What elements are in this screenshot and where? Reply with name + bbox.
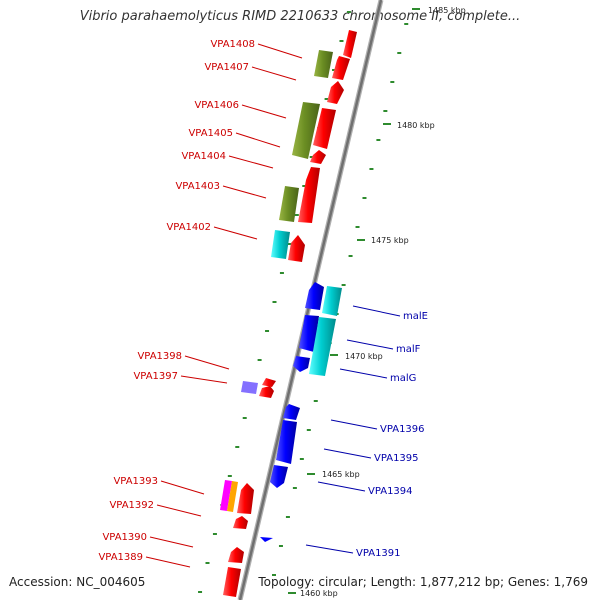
- leader-line: [352, 305, 401, 317]
- leader-line: [251, 66, 297, 81]
- leader-line: [184, 355, 230, 370]
- leader-line: [156, 504, 202, 517]
- leader-line: [330, 419, 378, 430]
- leader-line: [160, 480, 205, 495]
- kbp-scale-labels: 1480 kbp 1475 kbp 1470 kbp 1465 kbp 1460 kbp…: [288, 6, 466, 598]
- gene-label-right[interactable]: malF: [396, 344, 421, 355]
- gene-arrow-vpa1391[interactable]: [260, 537, 273, 542]
- leader-line: [339, 368, 388, 379]
- feature-block-vpa1407[interactable]: [314, 50, 333, 78]
- kbp-label: 1480 kbp: [397, 121, 435, 130]
- gene-label-right[interactable]: VPA1391: [356, 548, 401, 559]
- kbp-label: 1470 kbp: [345, 352, 383, 361]
- gene-arrow-vpa1406[interactable]: [327, 81, 344, 104]
- gene-arrow-vpa1395[interactable]: [276, 420, 297, 464]
- gene-label-left[interactable]: VPA1406: [194, 100, 239, 111]
- gene-label-right[interactable]: VPA1394: [368, 486, 413, 497]
- leader-line: [317, 481, 366, 492]
- leader-line: [222, 185, 267, 199]
- leader-line: [180, 375, 228, 384]
- gene-label-left[interactable]: VPA1398: [137, 351, 182, 362]
- gene-arrow-vpa1398[interactable]: [262, 378, 276, 387]
- leader-line: [145, 556, 191, 568]
- gene-arrow-vpa1392[interactable]: [233, 516, 248, 529]
- gene-label-right[interactable]: VPA1395: [374, 453, 419, 464]
- gene-label-left[interactable]: VPA1403: [175, 181, 220, 192]
- feature-layer: [220, 30, 357, 597]
- leader-line: [257, 43, 303, 59]
- feature-block-male[interactable]: [322, 286, 342, 316]
- gene-label-left[interactable]: VPA1402: [166, 222, 211, 233]
- leader-lines: [145, 43, 401, 568]
- gene-label-left[interactable]: VPA1397: [133, 371, 178, 382]
- leader-line: [346, 339, 394, 350]
- gene-arrow-vpa1390[interactable]: [228, 547, 244, 563]
- gene-label-left[interactable]: VPA1408: [210, 39, 255, 50]
- gene-label-left[interactable]: VPA1389: [98, 552, 143, 563]
- feature-block-vpa1397[interactable]: [241, 381, 258, 394]
- kbp-label: 1475 kbp: [371, 236, 409, 245]
- kbp-label: 1460 kbp: [300, 589, 338, 598]
- gene-arrow-vpa1408[interactable]: [343, 30, 357, 58]
- gene-arrow-vpa1389[interactable]: [223, 567, 241, 597]
- gene-label-right[interactable]: malE: [403, 311, 428, 322]
- genome-summary-text: Topology: circular; Length: 1,877,212 bp…: [258, 575, 588, 589]
- gene-arrow-vpa1393[interactable]: [237, 483, 254, 514]
- leader-line: [323, 448, 372, 459]
- leader-line: [228, 155, 274, 169]
- gene-arrow-vpa1397[interactable]: [259, 386, 274, 398]
- map-title: Vibrio parahaemolyticus RIMD 2210633 chr…: [79, 9, 521, 24]
- gene-label-right[interactable]: malG: [390, 373, 416, 384]
- gene-label-left[interactable]: VPA1404: [181, 151, 226, 162]
- gene-arrow-vpa1407[interactable]: [332, 56, 350, 80]
- leader-line: [235, 132, 281, 148]
- feature-block-vpa1393-magenta[interactable]: [220, 480, 232, 511]
- accession-text: Accession: NC_004605: [9, 575, 146, 589]
- feature-block-malf-malg[interactable]: [309, 317, 336, 376]
- gene-arrow-vpa1404[interactable]: [310, 150, 326, 164]
- kbp-label: 1485 kbp: [428, 6, 466, 15]
- gene-arrow-vpa1403[interactable]: [298, 167, 320, 223]
- feature-block-vpa1402[interactable]: [271, 230, 290, 259]
- leader-line: [241, 104, 287, 119]
- leader-line: [213, 226, 258, 240]
- gene-label-left[interactable]: VPA1393: [113, 476, 158, 487]
- gene-arrow-vpa1402[interactable]: [288, 235, 305, 262]
- gene-label-left[interactable]: VPA1390: [102, 532, 147, 543]
- gene-arrow-male[interactable]: [305, 282, 324, 310]
- gene-label-right[interactable]: VPA1396: [380, 424, 425, 435]
- feature-block-vpa1393-orange[interactable]: [227, 481, 238, 512]
- gene-label-left[interactable]: VPA1407: [204, 62, 249, 73]
- leader-line: [305, 544, 354, 554]
- gene-label-left[interactable]: VPA1405: [188, 128, 233, 139]
- kbp-label: 1465 kbp: [322, 470, 360, 479]
- gene-arrow-vpa1396[interactable]: [283, 404, 300, 420]
- gene-label-left[interactable]: VPA1392: [109, 500, 154, 511]
- feature-block-vpa1403[interactable]: [279, 186, 299, 222]
- gene-arrow-malg[interactable]: [293, 356, 310, 372]
- gene-arrow-malf[interactable]: [299, 315, 319, 352]
- gene-arrow-vpa1405[interactable]: [313, 108, 336, 149]
- feature-block-vpa1405[interactable]: [292, 102, 320, 159]
- gene-arrow-vpa1394[interactable]: [270, 465, 288, 488]
- gene-labels: VPA1408 VPA1407 VPA1406 VPA1405 VPA1404 VPA14…: [98, 39, 428, 563]
- leader-line: [149, 536, 194, 548]
